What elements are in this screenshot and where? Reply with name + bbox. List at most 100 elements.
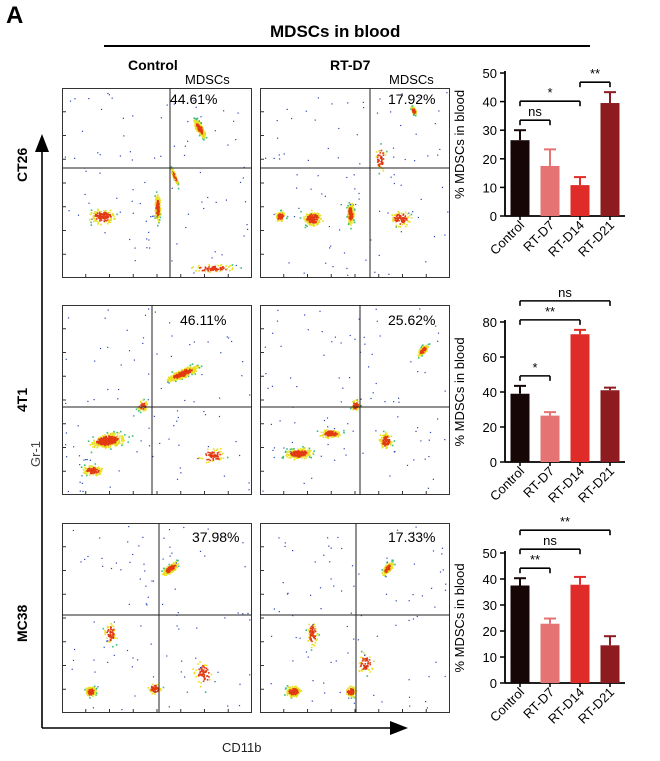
event-dot <box>195 106 197 108</box>
event-dot <box>303 218 305 220</box>
event-dot <box>187 368 189 370</box>
event-dot <box>380 439 382 441</box>
event-dot <box>109 219 111 221</box>
event-dot <box>322 436 324 439</box>
event-dot <box>192 370 195 373</box>
event-dot <box>279 214 281 217</box>
event-dot <box>421 345 423 348</box>
event-dot <box>381 158 383 160</box>
event-dot <box>80 466 83 468</box>
event-dot <box>181 374 184 377</box>
event-dot <box>188 368 191 371</box>
event-dot <box>81 130 84 132</box>
event-dot <box>384 154 387 156</box>
event-dot <box>381 163 384 165</box>
event-dot <box>249 619 251 621</box>
event-dot <box>352 204 355 206</box>
event-dot <box>175 564 178 566</box>
event-dot <box>103 217 105 220</box>
cell-cluster <box>391 210 413 228</box>
event-dot <box>204 414 207 416</box>
event-dot <box>221 254 223 256</box>
event-dot <box>107 634 110 636</box>
event-dot <box>217 264 219 267</box>
event-dot <box>92 688 94 690</box>
event-dot <box>101 435 104 437</box>
event-dot <box>326 429 328 431</box>
event-dot <box>106 441 109 444</box>
event-dot <box>394 563 396 566</box>
event-dot <box>94 212 97 215</box>
event-dot <box>113 628 115 631</box>
event-dot <box>292 695 294 697</box>
event-dot <box>188 371 190 373</box>
event-dot <box>444 439 446 441</box>
event-dot <box>86 459 88 461</box>
event-dot <box>345 454 347 456</box>
event-dot <box>351 215 354 218</box>
event-dot <box>298 455 300 457</box>
event-dot <box>166 568 168 570</box>
event-dot <box>385 444 387 447</box>
event-dot <box>199 266 202 269</box>
event-dot <box>304 454 306 457</box>
event-dot <box>179 374 182 376</box>
event-dot <box>285 450 287 453</box>
event-dot <box>312 218 315 220</box>
event-dot <box>354 403 357 406</box>
event-dot <box>167 568 170 571</box>
event-dot <box>302 448 304 451</box>
event-dot <box>203 674 206 676</box>
event-dot <box>303 482 305 484</box>
event-dot <box>139 407 141 410</box>
event-dot <box>349 334 351 337</box>
event-dot <box>86 692 88 695</box>
event-dot <box>350 227 352 230</box>
event-dot <box>95 444 97 446</box>
event-dot <box>380 437 383 439</box>
event-dot <box>288 451 291 454</box>
event-dot <box>78 455 81 457</box>
event-dot <box>441 186 444 188</box>
event-dot <box>141 403 143 406</box>
event-dot <box>381 446 384 449</box>
event-dot <box>314 218 316 221</box>
event-dot <box>159 202 161 204</box>
event-dot <box>317 223 319 225</box>
event-dot <box>403 218 405 220</box>
event-dot <box>126 649 129 652</box>
event-dot <box>406 217 408 220</box>
event-dot <box>205 461 208 464</box>
event-dot <box>187 375 190 378</box>
event-dot <box>290 697 293 699</box>
event-dot <box>114 438 116 441</box>
event-dot <box>424 352 426 354</box>
event-dot <box>309 214 311 216</box>
event-dot <box>91 694 94 697</box>
event-dot <box>139 411 142 414</box>
event-dot <box>85 467 87 470</box>
event-dot <box>150 643 152 645</box>
event-dot <box>422 347 425 350</box>
event-dot <box>102 565 104 567</box>
event-dot <box>347 210 349 213</box>
event-dot <box>297 452 300 455</box>
event-dot <box>112 625 115 628</box>
event-dot <box>300 453 302 455</box>
event-dot <box>244 566 246 568</box>
event-dot <box>155 213 158 215</box>
event-dot <box>92 446 94 448</box>
event-dot <box>189 371 192 373</box>
event-dot <box>155 687 157 689</box>
event-dot <box>308 456 311 458</box>
event-dot <box>205 669 207 672</box>
event-dot <box>300 457 303 459</box>
event-dot <box>355 203 357 206</box>
event-dot <box>328 431 331 433</box>
event-dot <box>154 198 157 201</box>
event-dot <box>205 670 207 673</box>
event-dot <box>102 627 105 630</box>
event-dot <box>349 204 351 207</box>
event-dot <box>155 202 157 204</box>
